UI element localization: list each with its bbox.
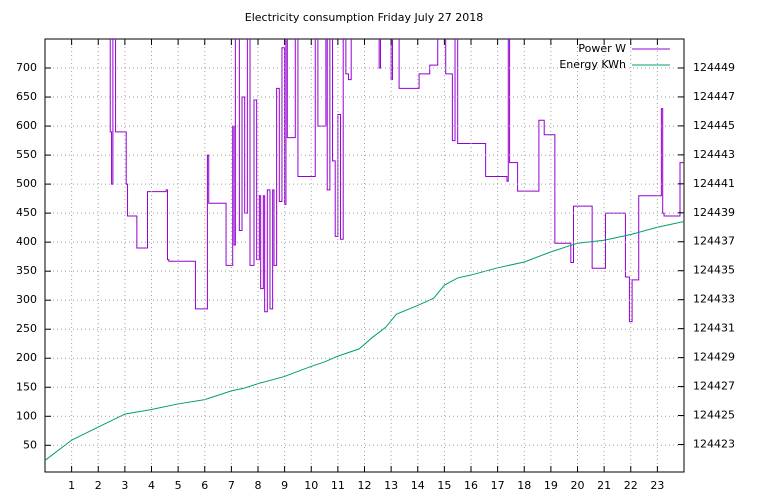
- x-tick-label: 22: [624, 479, 638, 492]
- y2-tick-label: 124443: [693, 148, 735, 161]
- y2-tick-label: 124441: [693, 177, 735, 190]
- chart-title: Electricity consumption Friday July 27 2…: [245, 11, 483, 24]
- y-tick-label: 450: [16, 206, 37, 219]
- x-tick-label: 20: [571, 479, 585, 492]
- y2-tick-label: 124425: [693, 409, 735, 422]
- y-tick-label: 550: [16, 148, 37, 161]
- legend-label: Energy KWh: [559, 58, 626, 71]
- y2-tick-label: 124423: [693, 437, 735, 450]
- x-tick-label: 11: [331, 479, 345, 492]
- y-tick-label: 650: [16, 90, 37, 103]
- y2-tick-label: 124437: [693, 235, 735, 248]
- x-tick-label: 23: [650, 479, 664, 492]
- x-tick-label: 13: [384, 479, 398, 492]
- x-tick-label: 19: [544, 479, 558, 492]
- x-tick-label: 14: [411, 479, 425, 492]
- series-line: [109, 39, 684, 323]
- x-tick-label: 15: [437, 479, 451, 492]
- y2-tick-label: 124427: [693, 380, 735, 393]
- x-tick-label: 9: [281, 479, 288, 492]
- legend-label: Power W: [578, 42, 626, 55]
- y-tick-label: 150: [16, 380, 37, 393]
- y-tick-label: 300: [16, 293, 37, 306]
- x-tick-label: 18: [517, 479, 531, 492]
- x-tick-label: 8: [255, 479, 262, 492]
- y2-tick-label: 124431: [693, 322, 735, 335]
- y2-tick-label: 124449: [693, 61, 735, 74]
- y-tick-label: 600: [16, 119, 37, 132]
- y-tick-label: 50: [23, 438, 37, 451]
- x-tick-label: 4: [148, 479, 155, 492]
- y-tick-label: 350: [16, 264, 37, 277]
- y2-tick-label: 124445: [693, 119, 735, 132]
- series-line: [45, 220, 684, 461]
- y-tick-label: 200: [16, 351, 37, 364]
- y2-tick-label: 124439: [693, 206, 735, 219]
- y-tick-label: 700: [16, 61, 37, 74]
- y-tick-label: 100: [16, 409, 37, 422]
- y-tick-label: 400: [16, 235, 37, 248]
- y2-tick-label: 124447: [693, 90, 735, 103]
- x-tick-label: 6: [201, 479, 208, 492]
- x-tick-label: 3: [121, 479, 128, 492]
- x-tick-label: 10: [304, 479, 318, 492]
- x-tick-label: 16: [464, 479, 478, 492]
- x-tick-label: 12: [358, 479, 372, 492]
- y2-tick-label: 124433: [693, 293, 735, 306]
- y-tick-label: 500: [16, 177, 37, 190]
- x-tick-label: 5: [175, 479, 182, 492]
- x-tick-label: 2: [95, 479, 102, 492]
- y2-tick-label: 124435: [693, 264, 735, 277]
- y-tick-label: 250: [16, 322, 37, 335]
- x-tick-label: 7: [228, 479, 235, 492]
- x-tick-label: 17: [491, 479, 505, 492]
- x-tick-label: 1: [68, 479, 75, 492]
- x-tick-label: 21: [597, 479, 611, 492]
- y2-tick-label: 124429: [693, 351, 735, 364]
